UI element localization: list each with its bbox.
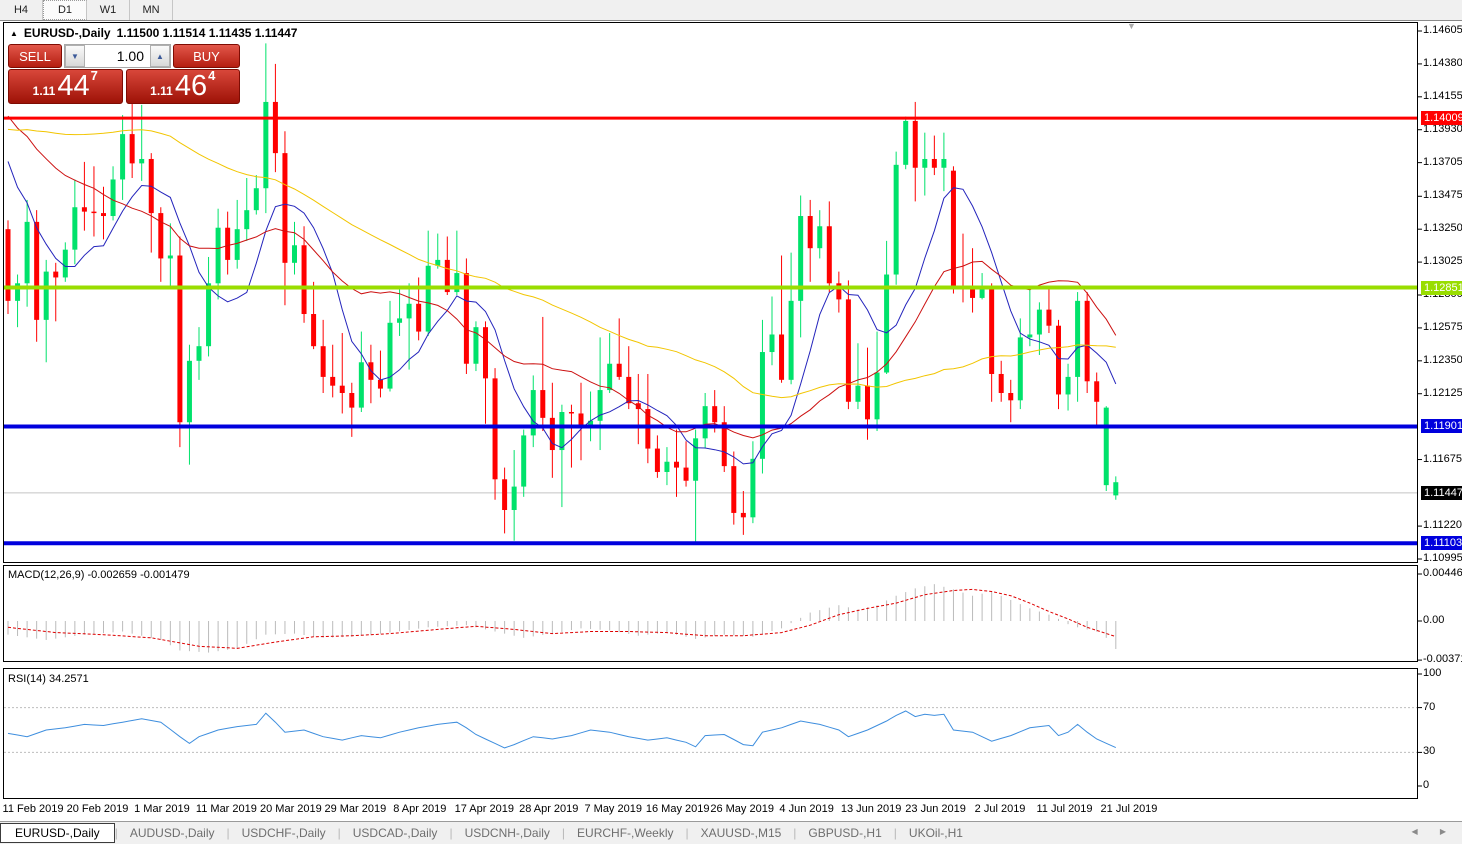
date-axis-label: 21 Jul 2019 — [1100, 803, 1158, 815]
price-axis-tick: 1.13250 — [1423, 222, 1462, 235]
sell-button[interactable]: SELL — [8, 44, 62, 68]
rsi-axis-tick: 0 — [1423, 779, 1430, 791]
buy-button[interactable]: BUY — [173, 44, 240, 68]
price-axis-tick: 1.14155 — [1423, 89, 1462, 102]
price-level-label: 1.14009 — [1421, 111, 1462, 126]
symbol-period-label: EURUSD-,Daily — [23, 26, 111, 40]
date-axis-label: 20 Mar 2019 — [259, 803, 322, 815]
macd-axis-tick: -0.003715 — [1423, 653, 1462, 666]
scroll-end-marker-icon[interactable]: ▼ — [1127, 21, 1136, 31]
timeframe-button-w1[interactable]: W1 — [87, 0, 130, 20]
date-axis-label: 4 Jun 2019 — [779, 803, 834, 815]
timeframe-toolbar: H4 D1 W1 MN — [0, 0, 1462, 21]
date-axis-label: 2 Jul 2019 — [974, 803, 1026, 815]
date-axis-label: 11 Feb 2019 — [2, 803, 64, 815]
date-axis-label: 8 Apr 2019 — [393, 803, 447, 815]
rsi-indicator-label: RSI(14) 34.2571 — [8, 673, 89, 685]
symbol-tabbar: EURUSD-,Daily | AUDUSD-,Daily | USDCHF-,Dail… — [0, 821, 1462, 844]
date-axis-label: 17 Apr 2019 — [454, 803, 514, 815]
symbol-tab[interactable]: AUDUSD-,Daily — [129, 826, 215, 840]
symbol-tab[interactable]: EURCHF-,Weekly — [577, 826, 674, 840]
timeframe-button-h4[interactable]: H4 — [0, 0, 43, 20]
symbol-tab[interactable]: USDCNH-,Daily — [464, 826, 550, 840]
price-level-label: 1.11447 — [1421, 485, 1462, 500]
symbol-tab[interactable]: USDCAD-,Daily — [352, 826, 438, 840]
buy-price-big: 46 — [174, 70, 208, 102]
collapse-triangle-icon[interactable]: ▲ — [10, 28, 18, 38]
one-click-trade-panel: SELL ▼ ▲ BUY 1.11 44 7 1.11 46 4 — [8, 44, 240, 104]
price-level-label: 1.11103 — [1421, 536, 1462, 551]
date-axis-label: 1 Mar 2019 — [134, 803, 190, 815]
sell-price-big: 44 — [57, 70, 90, 102]
tab-separator: | — [685, 826, 689, 840]
price-axis-tick: 1.12125 — [1423, 386, 1462, 399]
tab-separator: | — [793, 826, 797, 840]
rsi-axis-tick: 100 — [1423, 667, 1442, 679]
date-axis-label: 29 Mar 2019 — [324, 803, 387, 815]
price-axis-tick: 1.14605 — [1423, 24, 1462, 36]
date-axis-label: 20 Feb 2019 — [66, 803, 129, 815]
volume-input[interactable] — [85, 45, 150, 67]
rsi-axis-tick: 30 — [1423, 745, 1436, 758]
date-axis-label: 11 Jul 2019 — [1036, 803, 1093, 815]
tab-separator: | — [561, 826, 566, 840]
date-axis-label: 13 Jun 2019 — [840, 803, 902, 815]
macd-indicator-label: MACD(12,26,9) -0.002659 -0.001479 — [8, 569, 190, 581]
date-axis-label: 23 Jun 2019 — [905, 803, 966, 815]
price-axis-tick: 1.12350 — [1423, 353, 1462, 366]
date-axis-label: 26 May 2019 — [710, 803, 774, 815]
timeframe-button-mn[interactable]: MN — [130, 0, 173, 20]
date-axis: 11 Feb 2019 20 Feb 2019 1 Mar 2019 11 Mar 2… — [0, 799, 1462, 820]
volume-increase-button[interactable]: ▲ — [150, 45, 170, 67]
date-axis-label: 11 Mar 2019 — [195, 803, 257, 815]
timeframe-button-d1[interactable]: D1 — [43, 0, 87, 20]
price-axis-tick: 1.12575 — [1423, 320, 1462, 333]
price-level-label: 1.12851 — [1421, 280, 1462, 295]
buy-price-prefix: 1.11 — [150, 83, 173, 98]
symbol-tab[interactable]: USDCHF-,Daily — [241, 826, 326, 840]
rsi-axis-tick: 70 — [1423, 700, 1436, 713]
volume-stepper: ▼ ▲ — [64, 44, 171, 68]
sell-price-prefix: 1.11 — [32, 83, 56, 98]
price-level-label: 1.11901 — [1421, 419, 1462, 434]
tab-nav-arrows[interactable]: ◀ ▶ — [1411, 827, 1456, 836]
sell-price-pip: 7 — [90, 68, 98, 83]
tab-separator: | — [226, 826, 230, 840]
sell-price-display[interactable]: 1.11 44 7 — [8, 68, 123, 104]
symbol-tab[interactable]: XAUUSD-,M15 — [700, 826, 782, 840]
symbol-tab[interactable]: GBPUSD-,H1 — [808, 826, 882, 840]
tab-separator: | — [449, 826, 453, 840]
price-axis-tick: 1.11220 — [1423, 519, 1462, 532]
rsi-pane[interactable] — [3, 668, 1418, 799]
macd-pane[interactable] — [3, 565, 1418, 662]
price-axis-tick: 1.11675 — [1423, 452, 1462, 465]
price-axis-tick: 1.13025 — [1423, 255, 1462, 268]
price-axis-tick: 1.14380 — [1423, 56, 1462, 69]
buy-price-pip: 4 — [208, 68, 216, 83]
ohlc-quote-label: 1.11500 1.11514 1.11435 1.11447 — [116, 26, 298, 40]
tab-separator: | — [114, 826, 118, 840]
date-axis-label: 16 May 2019 — [645, 803, 710, 815]
symbol-tab[interactable]: UKOil-,H1 — [908, 826, 963, 840]
tab-separator: | — [893, 826, 897, 840]
macd-axis-tick: 0.004465 — [1423, 567, 1462, 579]
symbol-tab[interactable]: EURUSD-,Daily — [0, 822, 115, 843]
price-axis-tick: 1.10995 — [1423, 552, 1462, 564]
price-axis-tick: 1.13475 — [1423, 189, 1462, 202]
tab-separator: | — [337, 826, 341, 840]
price-axis-tick: 1.13705 — [1423, 155, 1462, 168]
price-axis-tick: 1.13930 — [1423, 122, 1462, 135]
macd-axis-tick: 0.00 — [1423, 614, 1445, 626]
date-axis-label: 7 May 2019 — [584, 803, 642, 815]
buy-price-display[interactable]: 1.11 46 4 — [125, 68, 240, 104]
chart-title: ▲ EURUSD-,Daily 1.11500 1.11514 1.11435 … — [10, 26, 297, 40]
volume-decrease-button[interactable]: ▼ — [65, 45, 85, 67]
date-axis-label: 28 Apr 2019 — [519, 803, 579, 815]
